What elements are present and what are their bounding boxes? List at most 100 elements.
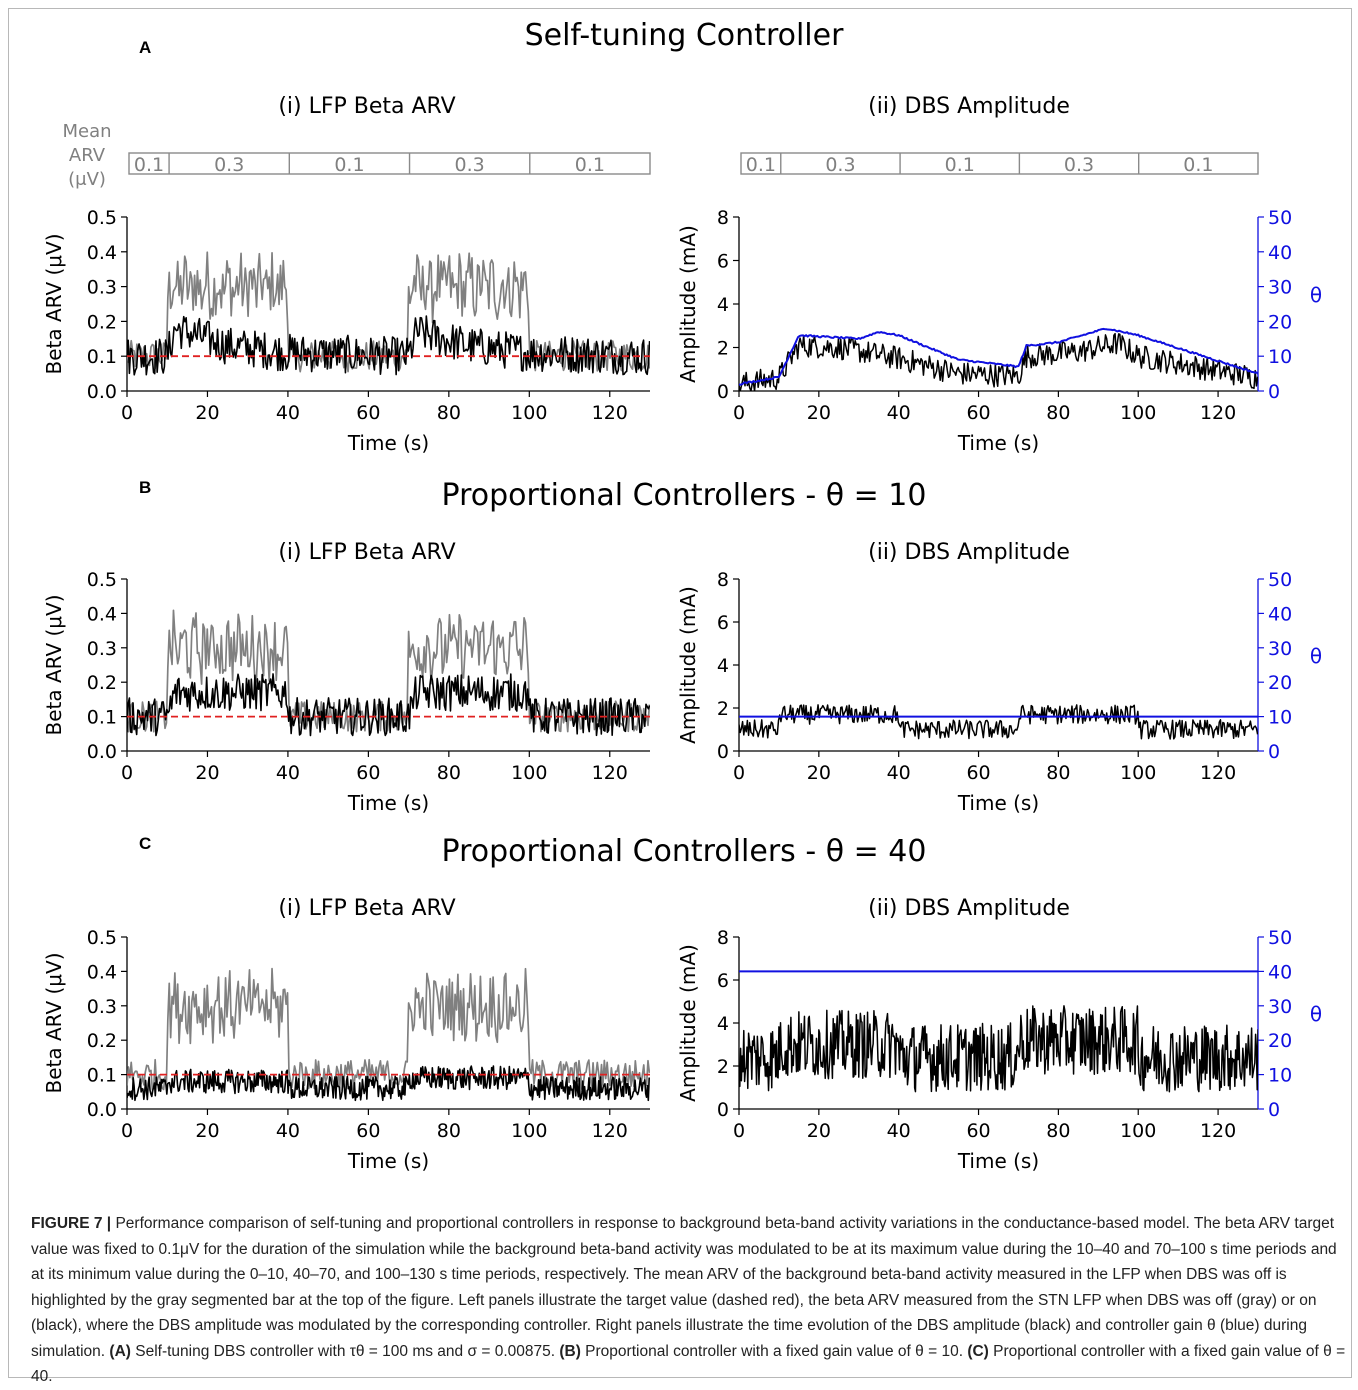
x-tick-label: 120 xyxy=(592,402,628,424)
y-tick-label: 0.4 xyxy=(87,603,117,625)
x-tick-label: 60 xyxy=(966,1120,990,1142)
x-axis-label: Time (s) xyxy=(957,1149,1039,1173)
x-tick-label: 80 xyxy=(437,762,461,784)
y-tick-label: 2 xyxy=(717,698,729,720)
caption-c-label: (C) xyxy=(967,1342,989,1360)
y2-tick-label: 0 xyxy=(1268,1099,1280,1121)
plot-area xyxy=(739,704,1258,740)
y-tick-label: 6 xyxy=(717,970,729,992)
x-tick-label: 80 xyxy=(437,1120,461,1142)
mean-arv-label: (μV) xyxy=(68,169,106,190)
x-axis-label: Time (s) xyxy=(347,791,429,815)
y-tick-label: 8 xyxy=(717,207,729,229)
x-tick-label: 120 xyxy=(592,762,628,784)
y2-tick-label: 40 xyxy=(1268,603,1292,625)
x-tick-label: 40 xyxy=(276,402,300,424)
y-tick-label: 0 xyxy=(717,741,729,763)
caption-b-text: Proportional controller with a fixed gai… xyxy=(580,1342,968,1360)
x-tick-label: 100 xyxy=(1120,762,1156,784)
x-tick-label: 80 xyxy=(1046,762,1070,784)
x-tick-label: 100 xyxy=(1120,402,1156,424)
y2-axis-label: θ xyxy=(1310,1002,1322,1026)
mean-arv-segment-label: 0.3 xyxy=(455,154,485,176)
y-tick-label: 4 xyxy=(717,1013,729,1035)
x-tick-label: 60 xyxy=(356,762,380,784)
plot-area xyxy=(127,609,650,737)
series-line-0 xyxy=(739,1005,1258,1093)
mean-arv-bar xyxy=(128,152,651,175)
y-tick-label: 4 xyxy=(717,655,729,677)
x-axis-label: Time (s) xyxy=(347,431,429,455)
mean-arv-segment-label: 0.1 xyxy=(945,154,975,176)
x-tick-label: 0 xyxy=(121,1120,133,1142)
x-tick-label: 0 xyxy=(733,402,745,424)
mean-arv-segment-label: 0.3 xyxy=(825,154,855,176)
x-tick-label: 80 xyxy=(437,402,461,424)
x-tick-label: 100 xyxy=(511,402,547,424)
x-tick-label: 80 xyxy=(1046,1120,1070,1142)
y2-tick-label: 20 xyxy=(1268,672,1292,694)
caption-a-text: Self-tuning DBS controller with τθ = 100… xyxy=(130,1342,560,1360)
y-tick-label: 0.0 xyxy=(87,1099,117,1121)
panel-ci: C Proportional Controllers - θ = 40 (i) LF… xyxy=(42,834,926,1173)
x-tick-label: 120 xyxy=(1200,402,1236,424)
y-axis-label: Amplitude (mA) xyxy=(676,586,700,744)
y-tick-label: 2 xyxy=(717,1056,729,1078)
y-tick-label: 0.2 xyxy=(87,311,117,333)
mean-arv-label: Mean xyxy=(62,121,111,142)
y-tick-label: 8 xyxy=(717,927,729,949)
y-tick-label: 0.3 xyxy=(87,996,117,1018)
x-tick-label: 120 xyxy=(592,1120,628,1142)
y-tick-label: 4 xyxy=(717,294,729,316)
subplot-title: (i) LFP Beta ARV xyxy=(278,94,455,119)
y-tick-label: 0.3 xyxy=(87,277,117,299)
y-tick-label: 0.5 xyxy=(87,569,117,591)
y2-tick-label: 40 xyxy=(1268,961,1292,983)
figure-caption: FIGURE 7 | Performance comparison of sel… xyxy=(31,1211,1349,1390)
plot-area xyxy=(739,327,1258,391)
x-tick-label: 40 xyxy=(276,762,300,784)
y2-tick-label: 50 xyxy=(1268,569,1292,591)
series-line-0 xyxy=(739,704,1258,740)
mean-arv-segment-label: 0.1 xyxy=(575,154,605,176)
y-tick-label: 0.3 xyxy=(87,638,117,660)
section-title: Proportional Controllers - θ = 10 xyxy=(442,478,927,513)
y-tick-label: 0.2 xyxy=(87,1030,117,1052)
caption-lead: FIGURE 7 | xyxy=(31,1215,112,1232)
series-line-0 xyxy=(739,332,1258,391)
x-tick-label: 0 xyxy=(733,762,745,784)
x-tick-label: 20 xyxy=(807,1120,831,1142)
y-tick-label: 0.1 xyxy=(87,1065,117,1087)
y-tick-label: 0.5 xyxy=(87,207,117,229)
y-tick-label: 0.5 xyxy=(87,927,117,949)
y-tick-label: 0 xyxy=(717,1099,729,1121)
section-letter: C xyxy=(139,834,151,853)
subplot-title: (ii) DBS Amplitude xyxy=(868,94,1070,119)
x-tick-label: 20 xyxy=(195,402,219,424)
x-tick-label: 60 xyxy=(356,402,380,424)
caption-c-text: Proportional controller with a fixed gai… xyxy=(31,1342,1346,1386)
mean-arv-bar xyxy=(740,152,1259,175)
subplot-title: (ii) DBS Amplitude xyxy=(868,540,1070,565)
x-tick-label: 100 xyxy=(1120,1120,1156,1142)
x-axis-label: Time (s) xyxy=(347,1149,429,1173)
mean-arv-segment-label: 0.1 xyxy=(1183,154,1213,176)
section-title: Proportional Controllers - θ = 40 xyxy=(442,834,927,869)
y2-tick-label: 40 xyxy=(1268,242,1292,264)
subplot-title: (i) LFP Beta ARV xyxy=(278,896,455,921)
x-tick-label: 40 xyxy=(887,1120,911,1142)
y2-tick-label: 10 xyxy=(1268,346,1292,368)
caption-a-label: (A) xyxy=(109,1342,131,1360)
y-axis-label: Beta ARV (μV) xyxy=(42,952,66,1093)
x-tick-label: 40 xyxy=(276,1120,300,1142)
subplot-title: (ii) DBS Amplitude xyxy=(868,896,1070,921)
mean-arv-segment-label: 0.3 xyxy=(1064,154,1094,176)
y-tick-label: 0.1 xyxy=(87,346,117,368)
figure-plots: A Self-tuning Controller (i) LFP Beta ARV 0… xyxy=(42,18,1322,1173)
x-tick-label: 60 xyxy=(966,762,990,784)
series-line-1 xyxy=(739,327,1258,386)
y2-tick-label: 30 xyxy=(1268,277,1292,299)
mean-arv-segment-label: 0.1 xyxy=(134,154,164,176)
mean-arv-segment-label: 0.3 xyxy=(214,154,244,176)
